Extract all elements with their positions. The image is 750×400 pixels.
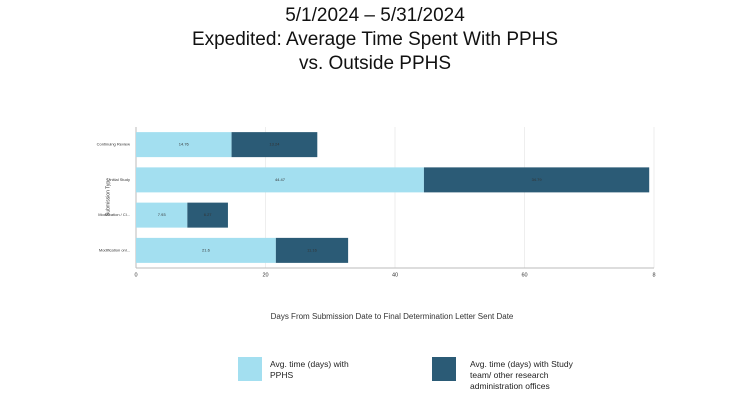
bar-segment bbox=[275, 237, 349, 263]
x-axis-label: Days From Submission Date to Final Deter… bbox=[271, 312, 514, 321]
data-label: 6.27 bbox=[204, 212, 213, 217]
bar-segment bbox=[231, 132, 318, 158]
data-label: 14.76 bbox=[179, 142, 190, 147]
bar-segment bbox=[136, 132, 232, 158]
y-tick-label: Modification / Cl... bbox=[98, 212, 130, 217]
x-tick-label: 20 bbox=[262, 272, 268, 278]
data-label: 7.93 bbox=[158, 212, 167, 217]
legend-label: Avg. time (days) with Study team/ other … bbox=[470, 359, 573, 391]
legend-swatch bbox=[432, 357, 456, 381]
legend-label: Avg. time (days) with PPHS bbox=[270, 359, 349, 380]
title-line: 5/1/2024 – 5/31/2024 bbox=[285, 5, 465, 26]
data-label: 11.16 bbox=[307, 247, 317, 252]
data-label: 13.24 bbox=[269, 142, 280, 147]
bar-segment bbox=[136, 202, 188, 228]
legend-swatch bbox=[238, 357, 262, 381]
x-tick-label: 60 bbox=[521, 272, 527, 278]
data-label: 34.79 bbox=[532, 177, 543, 182]
y-axis-label: Submission Type bbox=[105, 178, 111, 216]
x-tick-label: 8 bbox=[652, 272, 655, 278]
data-label: 21.6 bbox=[202, 247, 211, 252]
title-line: vs. Outside PPHS bbox=[298, 53, 452, 74]
title-line: Expedited: Average Time Spent With PPHS bbox=[191, 29, 559, 50]
bar-segment bbox=[136, 237, 276, 263]
bar-segment bbox=[187, 202, 228, 228]
chart-title: 5/1/2024 – 5/31/2024 Expedited: Average … bbox=[0, 4, 750, 76]
bar-segment bbox=[136, 167, 424, 193]
x-tick-label: 40 bbox=[392, 272, 398, 278]
y-tick-label: Initial Study bbox=[109, 177, 130, 182]
y-tick-label: Modification onl... bbox=[99, 247, 130, 252]
x-tick-label: 0 bbox=[134, 272, 137, 278]
y-tick-label: Continuing Review bbox=[97, 142, 130, 147]
bar-segment bbox=[423, 167, 650, 193]
data-label: 44.47 bbox=[275, 177, 286, 182]
